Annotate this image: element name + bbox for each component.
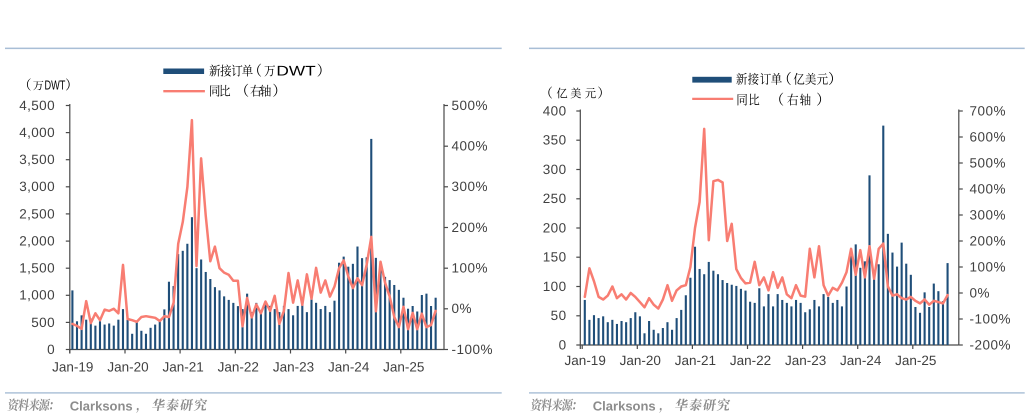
svg-text:1,000: 1,000 — [19, 288, 55, 303]
svg-text:0: 0 — [47, 342, 55, 357]
svg-text:DWT: DWT — [276, 63, 316, 79]
svg-text:-100%: -100% — [970, 311, 1012, 326]
svg-text:Jan-24: Jan-24 — [328, 359, 370, 374]
svg-text:Jan-21: Jan-21 — [162, 359, 203, 374]
svg-text:Jan-20: Jan-20 — [107, 359, 148, 374]
svg-text:-100%: -100% — [452, 342, 494, 357]
svg-text:Jan-23: Jan-23 — [785, 353, 826, 368]
svg-text:4,000: 4,000 — [19, 125, 55, 140]
svg-text:300: 300 — [543, 162, 567, 177]
svg-text:200: 200 — [543, 220, 567, 235]
svg-text:DWT: DWT — [45, 78, 66, 93]
svg-text:500: 500 — [31, 315, 55, 330]
svg-text:Jan-19: Jan-19 — [52, 359, 93, 374]
svg-text:200%: 200% — [970, 233, 1007, 248]
svg-text:Clarksons: Clarksons — [593, 398, 656, 413]
svg-text:Jan-22: Jan-22 — [218, 359, 259, 374]
svg-text:Jan-23: Jan-23 — [273, 359, 314, 374]
svg-text:3,500: 3,500 — [19, 152, 55, 167]
svg-text:300%: 300% — [970, 207, 1007, 222]
svg-text:50: 50 — [551, 308, 567, 323]
svg-text:1,500: 1,500 — [19, 261, 55, 276]
svg-text:300%: 300% — [452, 179, 489, 194]
svg-text:Jan-21: Jan-21 — [675, 353, 716, 368]
svg-text:500%: 500% — [452, 98, 489, 113]
svg-text:Clarksons: Clarksons — [70, 398, 133, 413]
svg-text:Jan-24: Jan-24 — [840, 353, 882, 368]
svg-text:Jan-19: Jan-19 — [565, 353, 606, 368]
svg-text:100%: 100% — [452, 261, 489, 276]
svg-text:400: 400 — [543, 103, 567, 118]
svg-text:Jan-25: Jan-25 — [383, 359, 424, 374]
svg-text:150: 150 — [543, 250, 567, 265]
svg-text:100: 100 — [543, 279, 567, 294]
svg-text:0%: 0% — [970, 285, 991, 300]
svg-text:350: 350 — [543, 133, 567, 148]
svg-text:Jan-25: Jan-25 — [895, 353, 936, 368]
svg-text:700%: 700% — [970, 103, 1007, 118]
svg-text:Jan-22: Jan-22 — [730, 353, 771, 368]
svg-text:500%: 500% — [970, 155, 1007, 170]
svg-text:Jan-20: Jan-20 — [620, 353, 661, 368]
svg-text:400%: 400% — [452, 139, 489, 154]
svg-text:250: 250 — [543, 191, 567, 206]
svg-text:3,000: 3,000 — [19, 179, 55, 194]
svg-text:400%: 400% — [970, 181, 1007, 196]
svg-text:-200%: -200% — [970, 337, 1012, 352]
svg-text:100%: 100% — [970, 259, 1007, 274]
svg-text:0%: 0% — [452, 301, 473, 316]
svg-text:200%: 200% — [452, 220, 489, 235]
svg-text:0: 0 — [559, 337, 567, 352]
svg-text:2,500: 2,500 — [19, 206, 55, 221]
svg-text:4,500: 4,500 — [19, 98, 55, 113]
svg-text:2,000: 2,000 — [19, 234, 55, 249]
svg-text:600%: 600% — [970, 129, 1007, 144]
